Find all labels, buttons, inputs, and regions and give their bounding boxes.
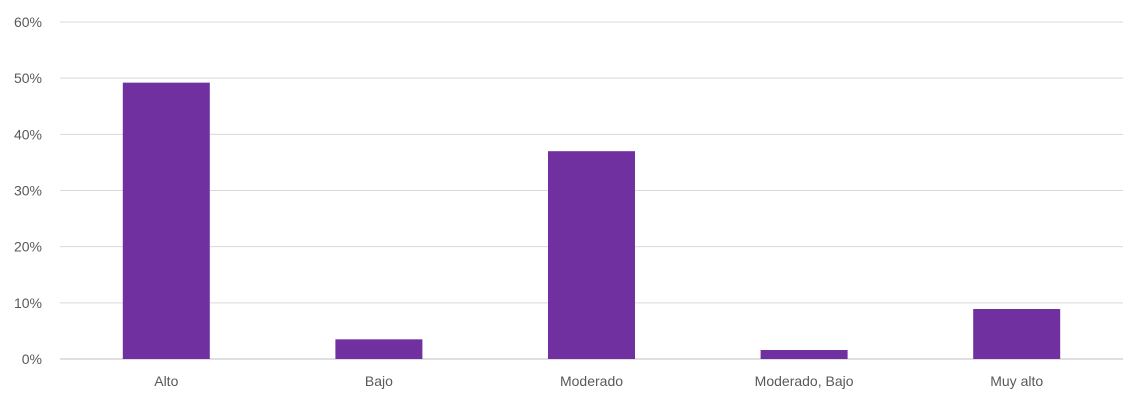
y-axis-ticks: 0% 10% 20% 30% 40% 50% 60% xyxy=(14,14,42,367)
x-tick-label: Moderado xyxy=(560,373,623,389)
y-tick-label: 60% xyxy=(14,14,42,30)
bar-moderado-bajo xyxy=(760,350,848,359)
y-tick-label: 20% xyxy=(14,239,42,255)
y-tick-label: 10% xyxy=(14,295,42,311)
bar-muy-alto xyxy=(973,309,1061,359)
x-tick-label: Bajo xyxy=(365,373,393,389)
y-tick-label: 50% xyxy=(14,70,42,86)
x-axis-labels: Alto Bajo Moderado Moderado, Bajo Muy alto xyxy=(154,373,1043,389)
bar-moderado xyxy=(548,151,635,359)
bar-alto xyxy=(122,82,210,359)
y-tick-label: 40% xyxy=(14,126,42,142)
x-tick-label: Muy alto xyxy=(990,373,1043,389)
bar-bajo xyxy=(335,339,423,359)
x-tick-label: Alto xyxy=(154,373,178,389)
y-tick-label: 30% xyxy=(14,183,42,199)
bars xyxy=(122,82,1061,359)
y-tick-label: 0% xyxy=(22,351,42,367)
x-tick-label: Moderado, Bajo xyxy=(755,373,854,389)
